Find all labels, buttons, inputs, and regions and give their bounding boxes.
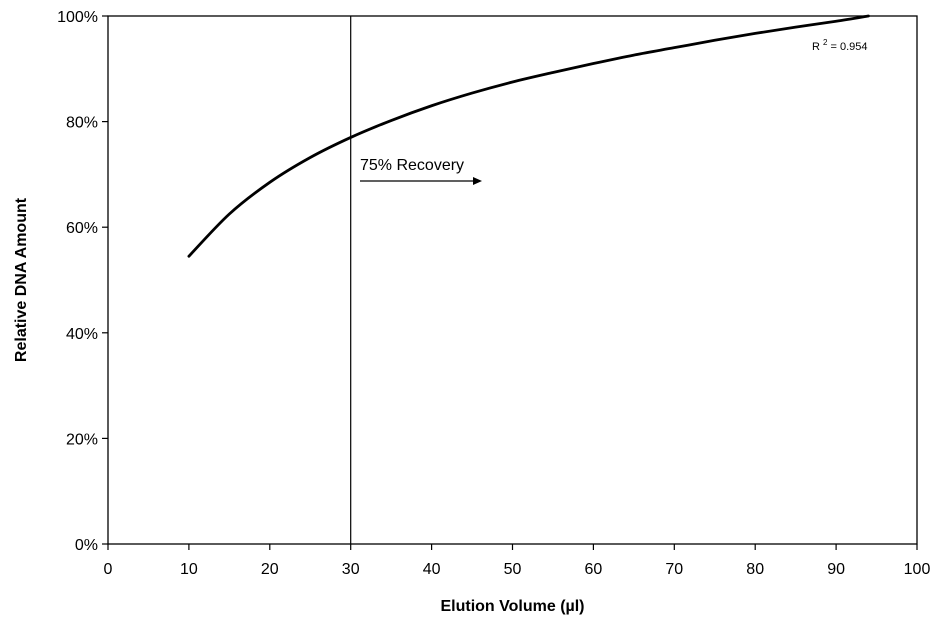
y-tick-label: 0% [75,537,98,554]
y-tick-label: 20% [66,431,98,448]
r-squared-superscript: 2 [823,38,828,47]
x-tick-label: 80 [746,561,764,578]
x-axis-ticks: 0 10 20 30 40 50 60 70 80 90 100 [104,544,931,578]
r-squared-r: R [812,41,820,53]
x-tick-label: 60 [585,561,603,578]
y-tick-label: 80% [66,115,98,132]
plot-frame [108,16,917,544]
x-tick-label: 0 [104,561,113,578]
r-squared-value: = 0.954 [831,41,868,53]
y-axis-title: Relative DNA Amount [13,197,30,362]
x-tick-label: 10 [180,561,198,578]
x-tick-label: 70 [665,561,683,578]
y-axis-ticks: 0% 20% 40% 60% 80% 100% [57,9,108,554]
recovery-arrowhead [473,177,482,185]
r-squared-label: R 2 = 0.954 [812,36,868,53]
y-tick-label: 100% [57,9,98,26]
x-tick-label: 100 [904,561,931,578]
x-tick-label: 50 [504,561,522,578]
y-tick-label: 40% [66,326,98,343]
x-tick-label: 40 [423,561,441,578]
recovery-annotation: 75% Recovery [360,157,464,174]
x-tick-label: 90 [827,561,845,578]
x-axis-title: Elution Volume (µl) [440,598,584,615]
x-tick-label: 20 [261,561,279,578]
series-line [189,16,869,256]
x-tick-label: 30 [342,561,360,578]
y-tick-label: 60% [66,220,98,237]
